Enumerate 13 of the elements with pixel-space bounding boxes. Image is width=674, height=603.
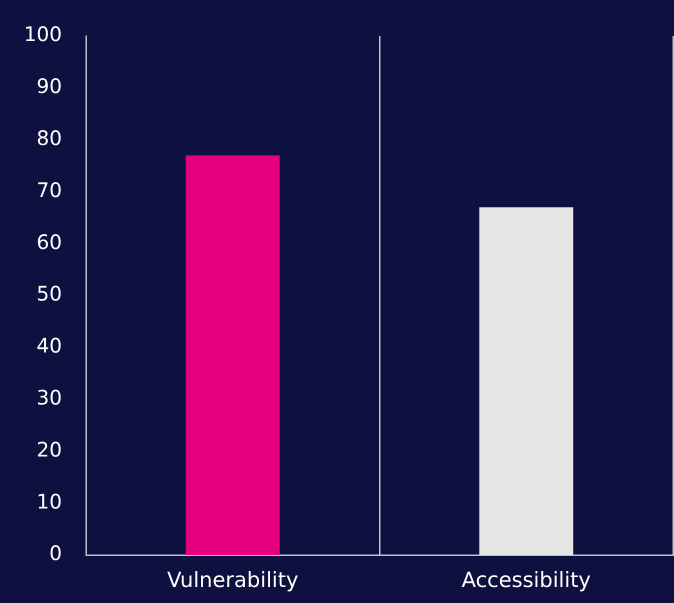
y-tick-label: 60 <box>36 230 62 254</box>
y-tick-label: 70 <box>36 178 62 202</box>
y-tick-label: 100 <box>24 22 62 46</box>
y-tick-label: 30 <box>36 386 62 410</box>
y-tick-label: 80 <box>36 126 62 150</box>
y-tick-label: 40 <box>36 334 62 358</box>
x-tick-label: Vulnerability <box>167 568 298 592</box>
x-tick-label: Accessibility <box>462 568 591 592</box>
y-tick-label: 90 <box>36 74 62 98</box>
y-tick-label: 20 <box>36 437 62 462</box>
y-tick-label: 50 <box>36 282 62 306</box>
y-tick-label: 0 <box>49 541 62 566</box>
y-tick-label: 10 <box>36 489 62 514</box>
